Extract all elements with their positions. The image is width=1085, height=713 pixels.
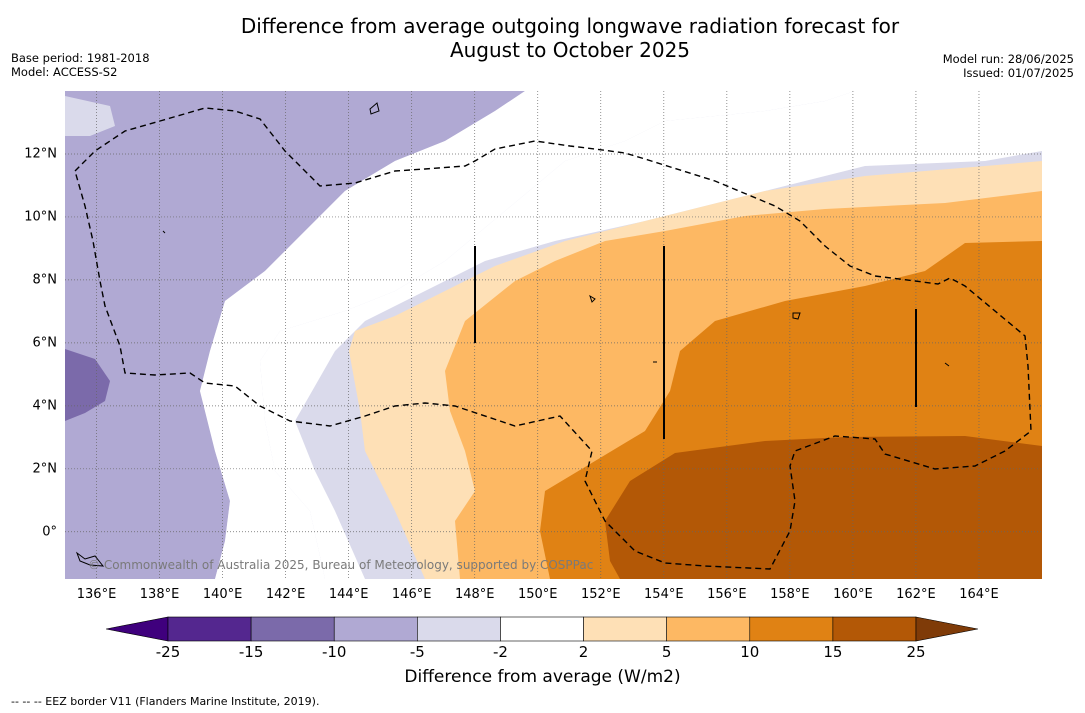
band-neutral-2 <box>260 91 1042 579</box>
colorbar-arrow-high <box>915 616 978 642</box>
colorbar-swatch <box>250 616 335 642</box>
title-line-1: Difference from average outgoing longwav… <box>240 14 900 38</box>
lat-tick-label: 2°N <box>32 461 58 477</box>
lat-tick-label: 4°N <box>32 398 58 414</box>
meta-left: Base period: 1981-2018 Model: ACCESS-S2 <box>11 51 150 79</box>
title-line-2: August to October 2025 <box>449 38 691 62</box>
lon-tick-label: 160°E <box>833 587 873 602</box>
lat-tick-label: 0° <box>42 524 57 540</box>
colorbar-swatch <box>749 616 834 642</box>
base-period-text: Base period: 1981-2018 <box>11 51 150 65</box>
chart-title: Difference from average outgoing longwav… <box>150 14 990 62</box>
colorbar <box>106 616 978 642</box>
colorbar-swatch <box>500 616 584 642</box>
colorbar-tick-label: 10 <box>740 643 760 661</box>
colorbar-tick-label: -2 <box>492 643 508 661</box>
issued-text: Issued: 01/07/2025 <box>963 66 1074 80</box>
lon-tick-label: 156°E <box>707 587 747 602</box>
lon-tick-label: 150°E <box>517 587 558 602</box>
lon-tick-label: 152°E <box>581 587 621 602</box>
lon-tick-label: 144°E <box>328 587 369 602</box>
band-minus10 <box>65 91 525 579</box>
lon-tick-label: 148°E <box>454 587 495 602</box>
lon-tick-label: 136°E <box>76 587 117 602</box>
colorbar-swatch <box>583 616 667 642</box>
colorbar-swatch <box>832 616 917 642</box>
colorbar-tick-label: 2 <box>578 643 589 661</box>
lon-tick-label: 154°E <box>644 587 684 602</box>
eez-footnote: -- -- -- EEZ border V11 (Flanders Marine… <box>11 695 320 708</box>
colorbar-tick-label: -15 <box>238 643 264 661</box>
colorbar-swatch <box>417 616 501 642</box>
lat-tick-label: 12°N <box>24 146 57 162</box>
eez-border <box>74 107 1032 570</box>
colorbar-swatch <box>666 616 751 642</box>
copyright-text: © Commonwealth of Australia 2025, Bureau… <box>88 558 594 572</box>
colorbar-tick-label: -5 <box>409 643 425 661</box>
lon-tick-label: 164°E <box>959 587 999 602</box>
anomaly-map <box>65 91 1042 579</box>
lon-tick-label: 146°E <box>391 587 432 602</box>
colorbar-tick-label: 15 <box>823 643 843 661</box>
band-minus15 <box>65 349 110 421</box>
lat-tick-label: 10°N <box>24 209 57 225</box>
colorbar-tick-label: -25 <box>155 643 181 661</box>
colorbar-tick-label: 25 <box>906 643 926 661</box>
model-text: Model: ACCESS-S2 <box>11 65 118 79</box>
band-neutral <box>200 91 855 579</box>
graticule <box>65 91 1042 579</box>
model-run-text: Model run: 28/06/2025 <box>942 52 1074 66</box>
lon-tick-label: 158°E <box>770 587 810 602</box>
colorbar-swatch <box>333 616 418 642</box>
islands <box>75 102 950 567</box>
lat-tick-label: 8°N <box>32 272 58 288</box>
lon-tick-label: 142°E <box>265 587 306 602</box>
lon-tick-label: 138°E <box>139 587 180 602</box>
colorbar-swatch <box>167 616 252 642</box>
band-minus5-topleft <box>65 96 115 136</box>
band-15-25 <box>605 436 1042 579</box>
meta-right: Model run: 28/06/2025 Issued: 01/07/2025 <box>943 52 1074 80</box>
colorbar-arrow-low <box>106 616 169 642</box>
colorbar-tick-label: -10 <box>321 643 347 661</box>
lon-tick-label: 140°E <box>202 587 243 602</box>
lat-tick-label: 6°N <box>32 335 58 351</box>
lon-tick-label: 162°E <box>896 587 936 602</box>
colorbar-tick-label: 5 <box>661 643 672 661</box>
colorbar-title: Difference from average (W/m2) <box>404 667 681 687</box>
